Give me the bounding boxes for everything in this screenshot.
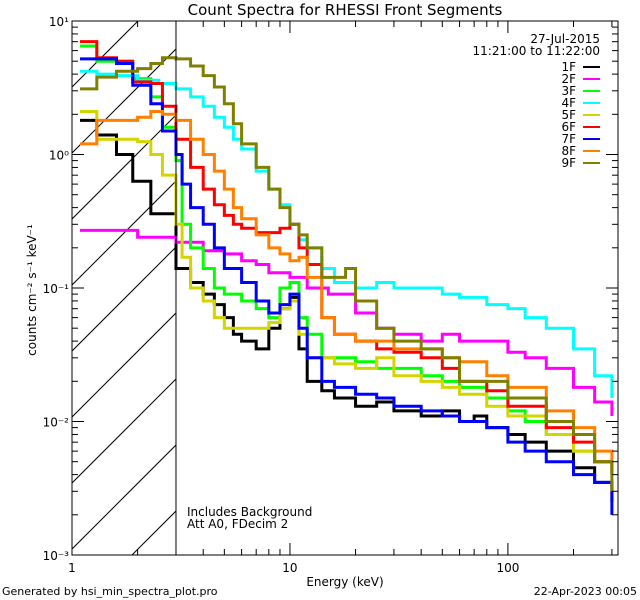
series-1F [80, 118, 614, 502]
series-9F [80, 56, 614, 492]
legend-label-6F: 6F [561, 120, 576, 134]
annotation-attenuator: Att A0, FDecim 2 [187, 517, 288, 531]
timestamp-label: 22-Apr-2023 00:05 [534, 585, 637, 598]
hatch-line [72, 21, 73, 22]
legend-label-3F: 3F [561, 84, 576, 98]
hatch-line [72, 444, 176, 550]
x-tick-label: 100 [496, 561, 519, 575]
time-range-label: 11:21:00 to 11:22:00 [473, 44, 600, 58]
legend-label-8F: 8F [561, 144, 576, 158]
x-tick-label: 10 [282, 561, 297, 575]
y-tick-label: 10¹ [49, 15, 69, 29]
hatch-lines [72, 0, 640, 555]
date-label: 27-Jul-2015 [530, 32, 600, 46]
hatch-line [72, 246, 176, 352]
y-tick-label: 10⁻³ [43, 549, 70, 563]
series-5F [80, 109, 614, 475]
series-8F [80, 109, 614, 475]
series-7F [80, 57, 614, 515]
legend-label-4F: 4F [561, 96, 576, 110]
series-4F [80, 69, 614, 398]
hatched-region [72, 0, 640, 555]
legend-label-7F: 7F [561, 132, 576, 146]
legend-label-2F: 2F [561, 72, 576, 86]
y-tick-label: 10⁻² [43, 416, 70, 430]
hatch-line [72, 180, 176, 286]
legend-label-9F: 9F [561, 156, 576, 170]
y-axis-label: counts cm⁻² s⁻¹ keV⁻¹ [25, 224, 39, 356]
annotation-background: Includes Background [187, 505, 312, 519]
chart-title: Count Spectra for RHESSI Front Segments [188, 1, 503, 19]
series-6F [80, 40, 614, 475]
legend-label-1F: 1F [561, 60, 576, 74]
y-tick-label: 10⁰ [49, 149, 69, 163]
series-group [80, 40, 614, 515]
y-tick-label: 10⁻¹ [43, 282, 70, 296]
hatch-line [72, 48, 176, 154]
x-tick-label: 1 [68, 561, 76, 575]
hatch-line [72, 21, 139, 88]
hatch-line [528, 0, 640, 555]
hatch-line [72, 378, 176, 484]
generated-by-label: Generated by hsi_min_spectra_plot.pro [2, 585, 218, 598]
legend-label-5F: 5F [561, 108, 576, 122]
x-axis-label: Energy (keV) [306, 575, 383, 589]
plot-frame [71, 20, 619, 556]
axes: 1 10 100 10⁻³ 10⁻² 10⁻¹ 10⁰ 10¹ [43, 15, 618, 575]
hatch-line [594, 0, 640, 555]
hatch-line [396, 0, 640, 555]
